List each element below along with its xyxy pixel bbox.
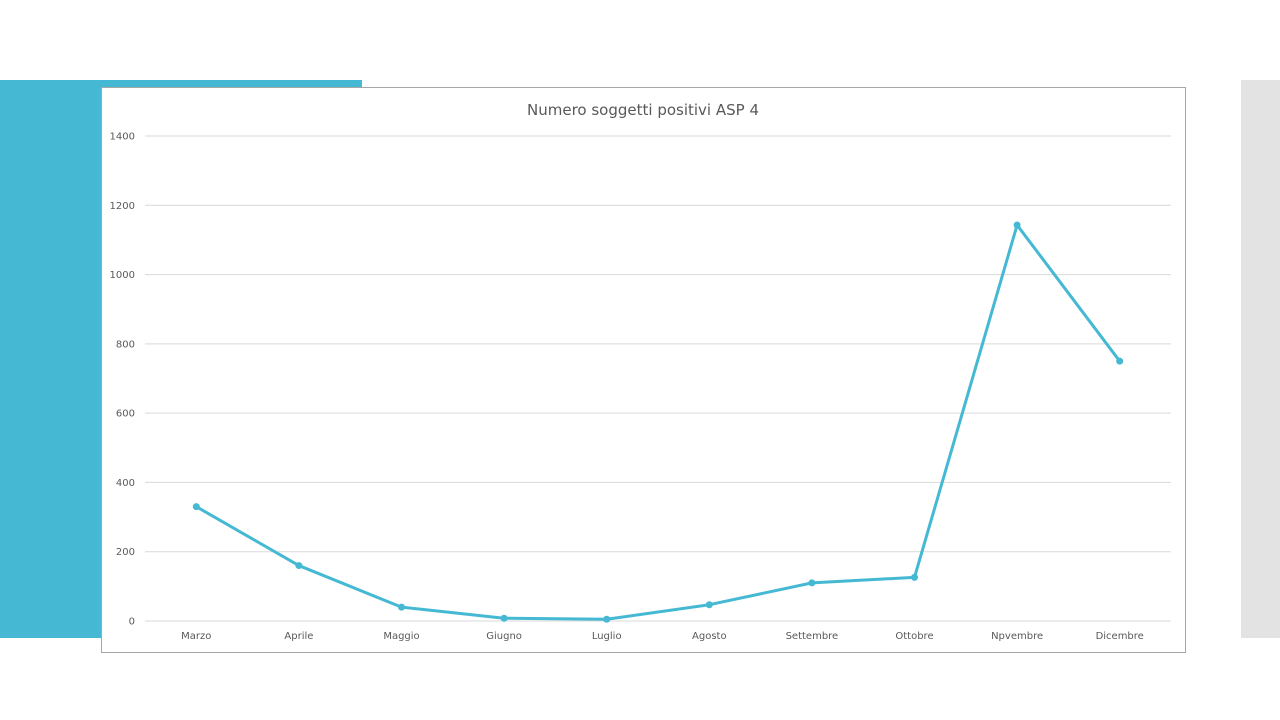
y-tick-label: 800 [116,339,135,350]
data-point [500,614,508,622]
y-tick-label: 0 [129,617,135,628]
x-tick-label: Ottobre [895,631,933,642]
data-point [603,615,611,623]
series-line [195,223,1121,621]
x-tick-label: Npvembre [991,631,1043,642]
x-tick-label: Aprile [284,631,313,642]
y-tick-label: 600 [116,409,135,420]
x-tick-label: Giugno [486,631,522,642]
grid-lines [145,135,1171,622]
y-tick-label: 1000 [110,270,135,281]
data-point [398,603,405,611]
line-chart: Numero soggetti positivi ASP 4 0 200 400 60… [110,101,1171,642]
data-point [1116,357,1124,365]
x-tick-label: Marzo [181,631,211,642]
chart-title: Numero soggetti positivi ASP 4 [527,101,759,119]
x-tick-label: Luglio [592,631,622,642]
side-panel [1241,80,1280,638]
x-tick-label: Maggio [383,631,419,642]
x-axis-tick-labels: Marzo Aprile Maggio Giugno Luglio Agosto Sette… [181,631,1144,642]
series-layer [192,221,1124,623]
y-tick-label: 400 [116,478,135,489]
data-point [1013,221,1021,229]
y-axis-tick-labels: 0 200 400 600 800 1000 1200 1400 [110,132,135,628]
x-tick-label: Dicembre [1096,631,1144,642]
y-tick-label: 200 [116,547,135,558]
data-point [808,579,816,587]
x-tick-label: Settembre [786,631,839,642]
data-point [192,503,200,511]
y-tick-label: 1200 [110,201,135,212]
chart-frame: Numero soggetti positivi ASP 4 0 200 400 60… [101,87,1186,653]
x-tick-label: Agosto [692,631,727,642]
y-tick-label: 1400 [110,132,135,143]
data-point [295,562,303,570]
data-point [911,573,918,581]
data-point [705,601,713,609]
